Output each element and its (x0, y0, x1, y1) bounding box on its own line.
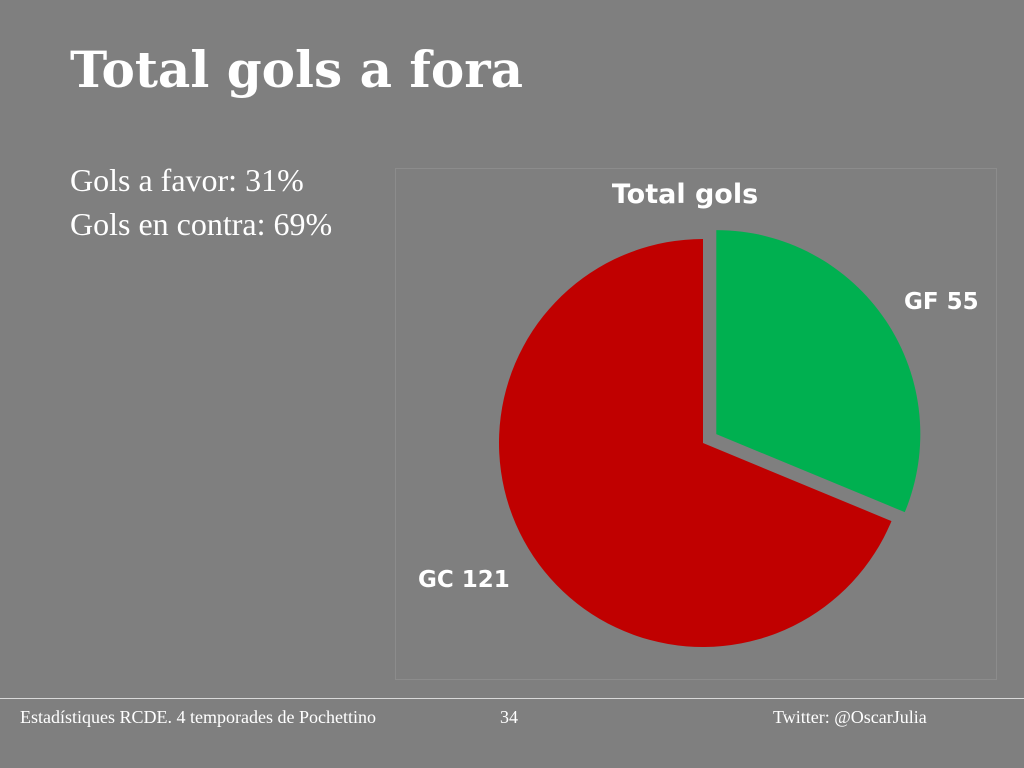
stat-goals-for: Gols a favor: 31% (70, 162, 304, 198)
page-number: 34 (500, 707, 518, 727)
footer-source: Estadístiques RCDE. 4 temporades de Poch… (20, 707, 376, 727)
stat-goals-against: Gols en contra: 69% (70, 206, 333, 242)
chart-title: Total gols (611, 179, 759, 210)
slice-label-gc: GC 121 (418, 567, 510, 593)
slide-title: Total gols a fora (70, 40, 523, 99)
pie-slice-gf (716, 230, 921, 513)
stats-list: Gols a favor: 31% Gols en contra: 69% (70, 158, 332, 246)
pie-slice-gc (499, 239, 892, 647)
pie-chart: Total gols GF 55 GC 121 (395, 168, 997, 680)
slice-label-gf: GF 55 (904, 289, 979, 315)
footer-divider (0, 698, 1024, 699)
pie-chart-svg (499, 230, 921, 647)
footer-twitter: Twitter: @OscarJulia (773, 707, 927, 727)
